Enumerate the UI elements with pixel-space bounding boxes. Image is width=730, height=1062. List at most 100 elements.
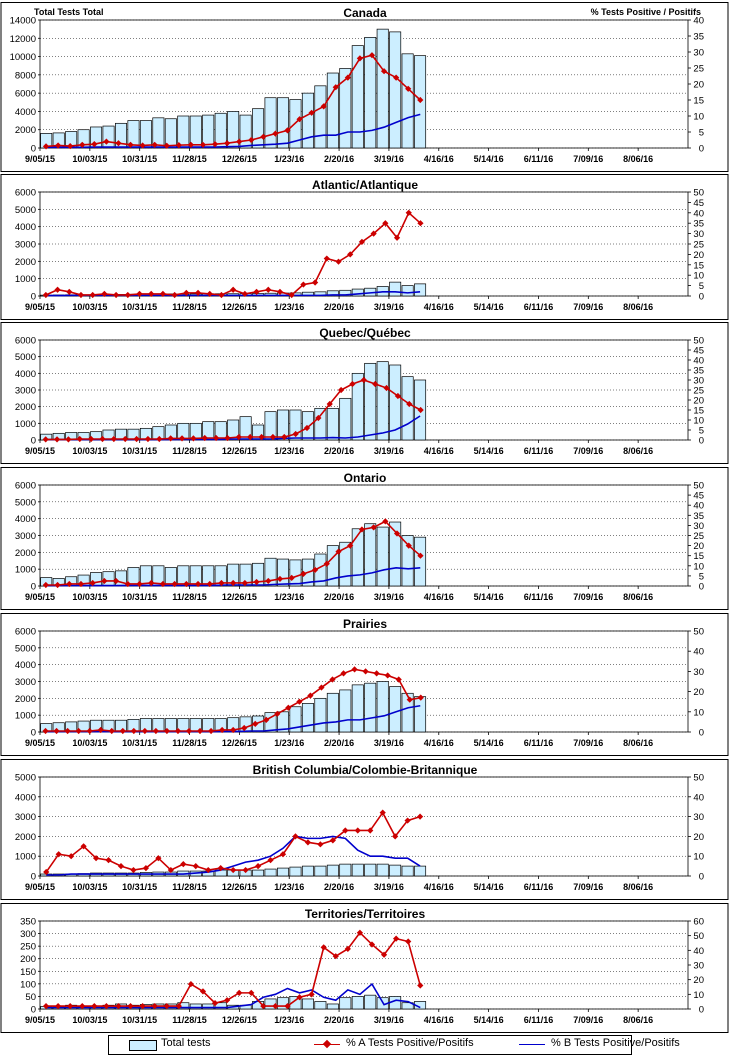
y-tick-label: 14000 [10,16,36,27]
chart-panel-2: 0100020003000400050006000051015202530354… [0,322,729,464]
bar-total-tests [339,541,352,587]
y2-tick-label: 20 [693,687,704,698]
bar-total-tests [389,686,402,733]
x-tick-label: 8/06/16 [623,1015,653,1025]
x-tick-label: 7/09/16 [573,882,603,892]
bar-total-tests [301,92,314,149]
y2-tick-label: 50 [693,481,704,492]
y2-tick-label: 25 [693,64,704,75]
y2-tick-label: 10 [693,561,704,572]
pct-a-point [230,286,237,293]
chart-title: Prairies [343,617,387,631]
y2-tick-label: 50 [693,627,704,638]
x-tick-label: 10/31/15 [122,154,157,164]
plot-area [39,776,689,877]
pct-a-point [89,291,96,299]
pct-a-line [45,379,422,441]
pct-a-point [151,141,158,148]
y-tick-label: 50 [25,992,36,1003]
pct-a-point [171,291,178,299]
pct-a-point [180,861,187,868]
bar-total-tests [389,31,402,149]
bar-total-tests [277,558,289,587]
pct-a-point [76,435,83,443]
y2-tick-label: 30 [693,376,704,387]
pct-a-point [148,579,155,587]
pct-a-point [323,255,330,262]
pct-a-point [66,288,73,295]
y2-tick-label: 0 [699,292,704,303]
y2-tick-label: 10 [693,112,704,123]
x-tick-label: 11/28/15 [172,882,207,892]
bar-total-tests [326,864,339,877]
pct-a-point [54,142,62,149]
y-tick-label: 10000 [10,52,36,63]
bar-total-tests [264,557,277,587]
pct-a-point [91,141,98,148]
pct-a-point [224,140,231,147]
pct-a-point [192,862,199,870]
bar-total-tests [351,528,364,587]
x-tick-label: 8/06/16 [623,302,653,312]
pct-a-point [88,435,95,443]
pct-a-point [265,286,272,293]
x-tick-label: 3/19/16 [374,302,404,312]
x-tick-label: 3/19/16 [374,446,404,456]
y2-tick-label: 45 [693,346,704,357]
pct-a-point [124,291,131,299]
pct-a-point [267,857,274,864]
x-tick-label: 4/16/16 [424,882,454,892]
x-tick-label: 4/16/16 [424,446,454,456]
pct-a-point [382,220,389,227]
pct-a-point [304,839,312,846]
y-tick-label: 250 [20,942,36,953]
x-tick-label: 5/14/16 [474,302,504,312]
chart-title: Atlantic/Atlantique [312,178,418,192]
x-tick-label: 10/03/15 [72,1015,107,1025]
x-tick-label: 12/26/15 [222,1015,257,1025]
y2-tick-label: 60 [693,917,704,928]
bar-total-tests [264,411,277,441]
y-tick-label: 4000 [15,514,36,525]
y2-tick-label: 50 [693,188,704,199]
panel-frame [0,759,729,900]
x-tick-label: 9/05/15 [25,592,55,602]
bar-total-tests [301,865,314,877]
bar-total-tests [364,37,377,149]
y2-tick-label: 0 [699,582,704,593]
bar-total-tests [301,998,314,1010]
y2-tick-label: 30 [693,667,704,678]
bar-total-tests [339,689,352,733]
chart-panel-4: 0 1000 2000 3000 4000 5000 6000 0 10 20 30 40 50 9/05… [0,613,729,756]
x-tick-label: 10/03/15 [72,592,107,602]
bar-total-tests [277,997,289,1010]
x-tick-label: 1/23/16 [274,738,304,748]
bar-total-tests [401,285,414,297]
bar-total-tests [189,1003,202,1010]
y2-tick-label: 0 [699,872,704,883]
bar-total-tests [289,996,302,1010]
x-tick-label: 8/06/16 [623,154,653,164]
pct-a-point [292,833,299,840]
pct-a-point [296,698,303,705]
pct-a-point [199,988,207,995]
x-tick-label: 11/28/15 [172,302,207,312]
x-tick-label: 10/31/15 [122,882,157,892]
chart-panel-5: 0 1000 2000 3000 4000 5000 0 10 20 30 40 50 9/05/15 1… [0,759,729,900]
pct-a-point [115,140,122,147]
pct-a-point [55,851,62,858]
x-tick-label: 7/09/16 [573,738,603,748]
y2-tick-label: 30 [693,961,704,972]
pct-a-point [344,945,351,952]
x-tick-label: 1/23/16 [274,882,304,892]
legend-bar-swatch [129,1040,157,1051]
pct-a-point [42,143,50,150]
bar-total-tests [401,1002,414,1010]
y-tick-label: 3000 [15,386,36,397]
bar-total-tests [189,115,202,149]
bar-total-tests [115,122,127,149]
y-tick-label: 5000 [15,643,36,654]
bar-total-tests [152,117,165,149]
x-tick-label: 9/05/15 [25,446,55,456]
x-tick-label: 5/14/16 [474,446,504,456]
